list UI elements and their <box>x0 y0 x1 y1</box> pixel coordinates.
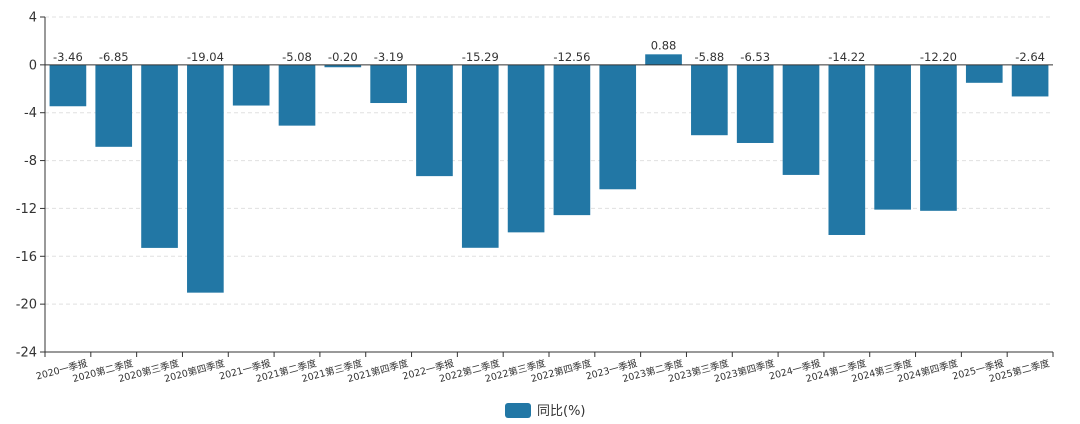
bar[interactable] <box>95 64 133 147</box>
legend[interactable]: 同比(%) <box>505 403 586 419</box>
bar[interactable] <box>507 64 545 233</box>
bar[interactable] <box>461 64 499 248</box>
data-label: -15.29 <box>462 50 499 64</box>
y-tick-label: -16 <box>16 250 37 265</box>
data-label: -3.46 <box>53 50 83 64</box>
data-label: -6.53 <box>740 50 770 64</box>
bar[interactable] <box>920 64 957 211</box>
y-tick-label: -4 <box>24 106 37 121</box>
bar[interactable] <box>645 54 682 65</box>
bar[interactable] <box>416 64 453 177</box>
bar[interactable] <box>49 64 87 107</box>
legend-label[interactable]: 同比(%) <box>537 404 586 419</box>
data-label: -5.88 <box>694 50 724 64</box>
bar[interactable] <box>278 64 316 126</box>
bar[interactable] <box>324 64 362 68</box>
bar[interactable] <box>1011 64 1049 97</box>
bar[interactable] <box>691 64 728 136</box>
bar[interactable] <box>736 64 774 143</box>
data-label: -6.85 <box>99 50 129 64</box>
bar[interactable] <box>232 64 270 106</box>
data-label: -2.64 <box>1015 50 1045 64</box>
bar[interactable] <box>828 64 866 235</box>
data-label: -3.19 <box>374 50 404 64</box>
y-tick-label: -8 <box>24 154 37 169</box>
bar[interactable] <box>599 64 637 190</box>
data-label: -12.56 <box>553 50 590 64</box>
bar[interactable] <box>370 64 407 104</box>
y-tick-label: -24 <box>16 346 37 361</box>
y-tick-label: 0 <box>29 58 37 73</box>
bar[interactable] <box>782 64 820 175</box>
y-tick-label: -20 <box>16 298 37 313</box>
y-tick-label: -12 <box>16 202 37 217</box>
bar[interactable] <box>965 64 1003 83</box>
bar[interactable] <box>553 64 591 216</box>
bar[interactable] <box>874 64 911 210</box>
bar[interactable] <box>141 64 178 248</box>
label-layer: -3.46 -6.85 -19.04 -5.08 -0.20 -3.19 -15.29 -12… <box>53 38 1045 64</box>
data-label: 0.88 <box>651 38 677 52</box>
data-label: -5.08 <box>282 50 312 64</box>
bar[interactable] <box>187 64 224 293</box>
legend-swatch[interactable] <box>505 403 531 418</box>
data-label: -19.04 <box>187 50 224 64</box>
data-label: -12.20 <box>920 50 957 64</box>
y-tick-label: 4 <box>29 11 37 26</box>
data-label: -0.20 <box>328 50 358 64</box>
data-label: -14.22 <box>828 50 865 64</box>
bar-layer <box>49 54 1049 293</box>
